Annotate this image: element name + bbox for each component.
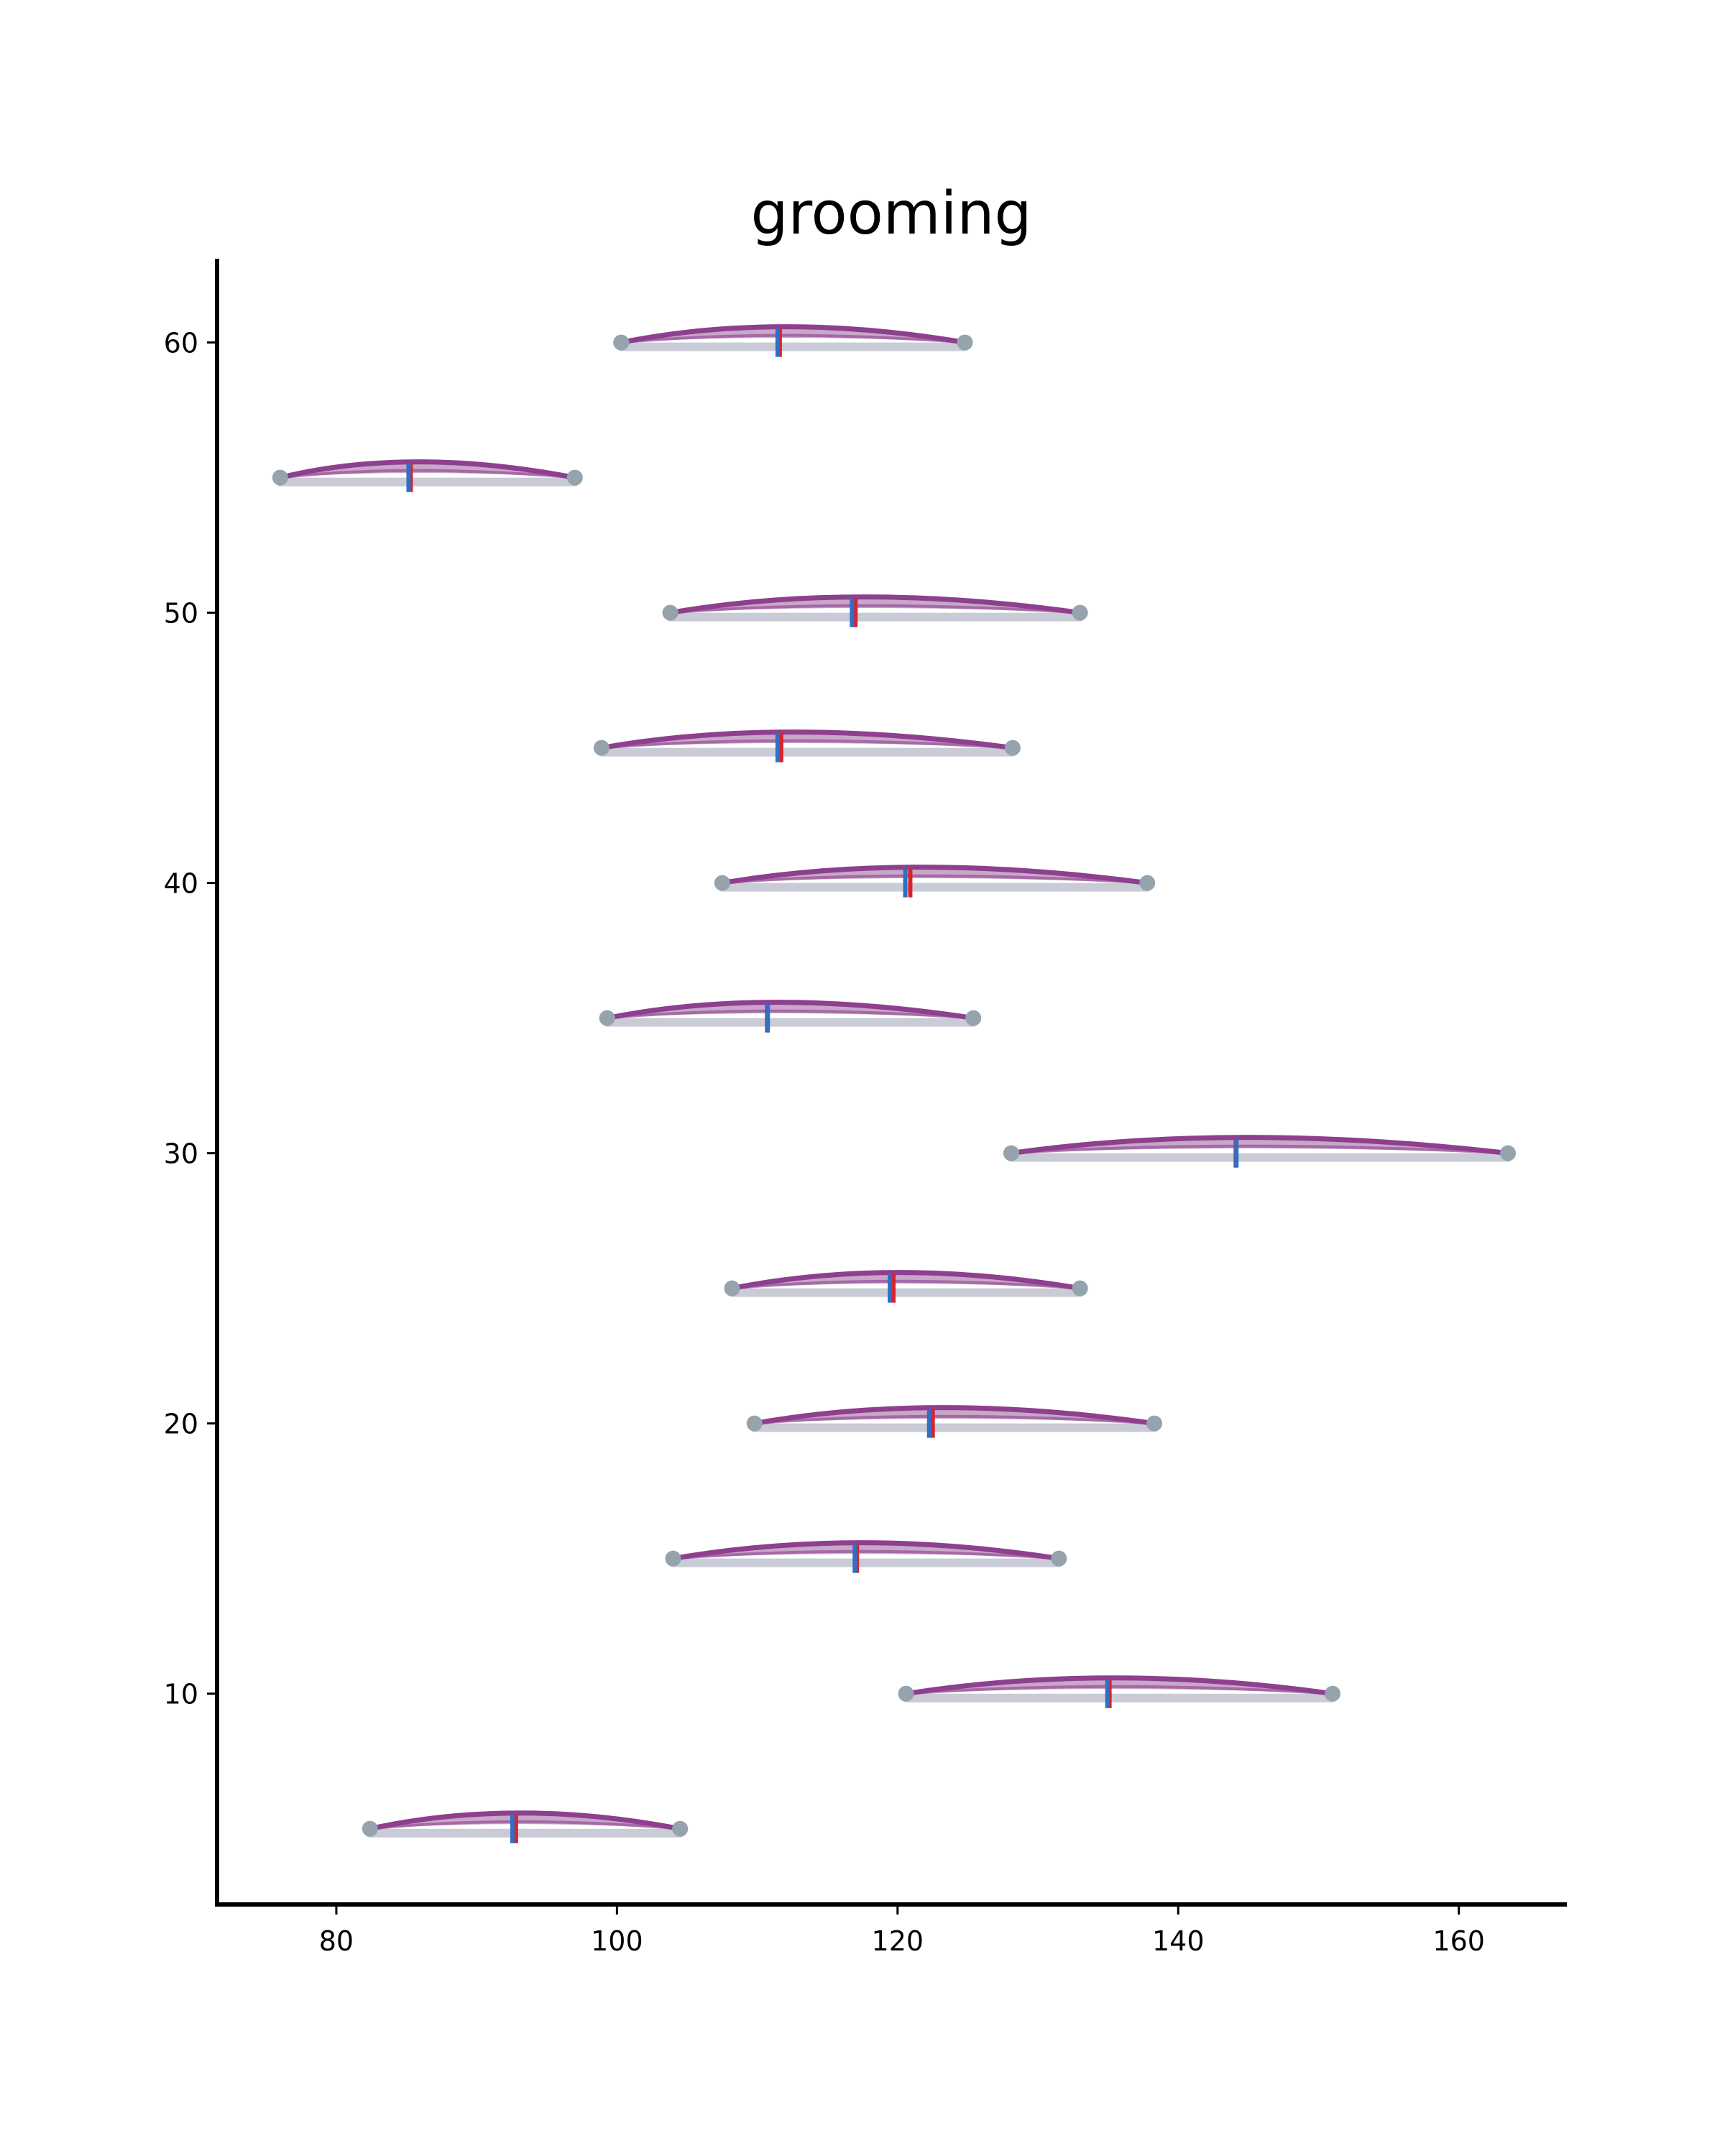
violin-inner-line (369, 1820, 681, 1830)
x-tick-label: 140 (1152, 1925, 1205, 1957)
min-point (599, 1010, 615, 1026)
violin-row-10 (898, 1675, 1340, 1708)
violin-outline (672, 1540, 1059, 1562)
violin-outline (607, 1000, 974, 1021)
min-point (362, 1820, 378, 1837)
y-tick-label: 20 (164, 1409, 198, 1440)
min-point (1003, 1145, 1019, 1161)
violin-inner-line (670, 604, 1080, 614)
violin-outline (669, 594, 1081, 616)
violin-row-15 (665, 1540, 1067, 1573)
violin-row-5 (362, 1810, 689, 1843)
max-point (1500, 1145, 1517, 1161)
violin-row-25 (724, 1270, 1088, 1303)
max-point (1051, 1550, 1067, 1567)
min-point (593, 740, 610, 756)
y-tick-label: 60 (164, 328, 198, 359)
x-tick-label: 160 (1432, 1925, 1485, 1957)
min-point (613, 334, 630, 351)
violin-row-45 (593, 729, 1021, 763)
y-tick-label: 30 (164, 1138, 198, 1170)
violin-row-50 (662, 594, 1088, 627)
violin-row-20 (746, 1405, 1163, 1438)
violin-inner-line (906, 1685, 1333, 1695)
min-point (665, 1550, 681, 1567)
violin-inner-line (601, 739, 1013, 750)
violin-row-55 (272, 459, 583, 492)
violin-inner-line (722, 874, 1148, 885)
max-point (1072, 604, 1088, 621)
min-point (724, 1280, 740, 1296)
min-point (662, 604, 678, 621)
violin-outline (369, 1810, 681, 1832)
y-tick-label: 50 (164, 598, 198, 630)
violin-inner-line (673, 1549, 1059, 1560)
min-point (898, 1685, 914, 1702)
violin-outline (280, 459, 576, 481)
max-point (957, 334, 973, 351)
x-tick-label: 120 (872, 1925, 924, 1957)
violin-outline (620, 324, 966, 346)
chart-title: grooming (750, 180, 1032, 248)
max-point (1072, 1280, 1088, 1296)
max-point (566, 469, 583, 486)
max-point (1146, 1415, 1163, 1432)
violin-inner-line (754, 1414, 1155, 1425)
violin-row-40 (714, 865, 1156, 898)
violin-row-35 (599, 1000, 982, 1033)
violin-outline (754, 1405, 1155, 1427)
violin-outline (731, 1270, 1081, 1291)
violin-inner-line (280, 469, 575, 479)
max-point (1004, 740, 1021, 756)
violin-outline (722, 865, 1148, 886)
violin-inner-line (621, 333, 965, 344)
max-point (672, 1820, 689, 1837)
violin-row-30 (1003, 1135, 1517, 1168)
violin-inner-line (1011, 1144, 1509, 1155)
min-point (714, 875, 730, 891)
x-tick-label: 80 (319, 1925, 354, 1957)
violin-outline (1011, 1135, 1509, 1156)
min-point (272, 469, 288, 486)
max-point (965, 1010, 982, 1026)
violin-outline (601, 729, 1013, 751)
violin-row-60 (613, 324, 973, 357)
y-tick-label: 40 (164, 868, 198, 900)
chart-marks (272, 324, 1517, 1843)
violin-inner-line (732, 1279, 1080, 1290)
chart-axes: 80 100 120 140 160 10 20 30 40 50 60 (164, 259, 1567, 1957)
min-point (746, 1415, 763, 1432)
max-point (1139, 875, 1156, 891)
violin-outline (905, 1675, 1333, 1697)
max-point (1324, 1685, 1340, 1702)
violin-inner-line (607, 1009, 974, 1020)
y-tick-label: 10 (164, 1679, 198, 1710)
x-tick-label: 100 (591, 1925, 643, 1957)
